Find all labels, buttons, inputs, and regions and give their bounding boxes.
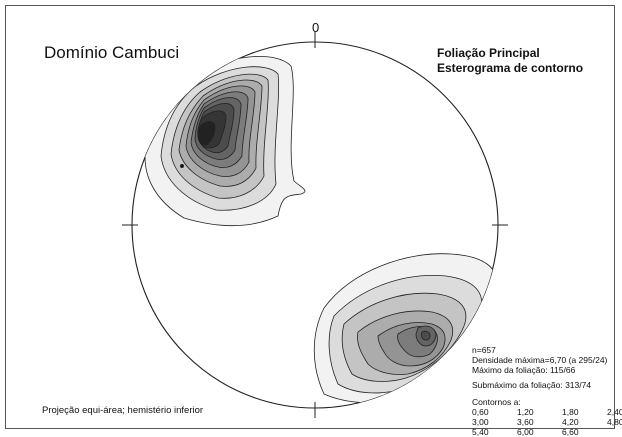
north-label: 0 (312, 20, 320, 35)
contour-cluster-se (313, 253, 497, 404)
projection-note: Projeção equi-área; hemistério inferior (42, 405, 204, 416)
contours-label: Contornos a: (472, 397, 521, 407)
statistics-block: n=657 Densidade máxima=6,70 (a 295/24) M… (472, 345, 607, 390)
foliation-submax: Submáximo da foliação: 313/74 (472, 380, 592, 390)
subtitle-line-1: Foliação Principal (437, 46, 540, 60)
contour-value: 6,60 (562, 427, 579, 437)
stereonet-plot (122, 32, 508, 418)
contour-values-grid: 0,60 1,20 1,80 2,40 3,00 3,60 4,20 4,80 … (472, 407, 622, 437)
contour-legend: Contornos a: 0,60 1,20 1,80 2,40 3,00 3,… (472, 397, 622, 437)
contour-value: 1,80 (562, 407, 579, 417)
contour-value: 4,20 (562, 417, 579, 427)
contour-value: 0,60 (472, 407, 489, 417)
sample-count: n=657 (472, 345, 496, 355)
contour-value: 3,60 (517, 417, 534, 427)
contour-value: 3,00 (472, 417, 489, 427)
stereonet-figure: 0 Domínio Cambuci Foliação Principal Est… (5, 5, 622, 437)
contour-value: 5,40 (472, 427, 489, 437)
max-density: Densidade máxima=6,70 (a 295/24) (472, 355, 608, 365)
contour-value: 2,40 (607, 407, 622, 417)
contour-value: 4,80 (607, 417, 622, 427)
page-title: Domínio Cambuci (44, 43, 180, 62)
contour-cluster-nw (144, 56, 306, 227)
figure-subtitle: Foliação Principal Esterograma de contor… (437, 46, 583, 76)
subtitle-line-2: Esterograma de contorno (437, 61, 584, 75)
contour-value: 1,20 (517, 407, 534, 417)
contour-value: 6,00 (517, 427, 534, 437)
foliation-max: Máximo da foliação: 115/66 (472, 365, 576, 375)
